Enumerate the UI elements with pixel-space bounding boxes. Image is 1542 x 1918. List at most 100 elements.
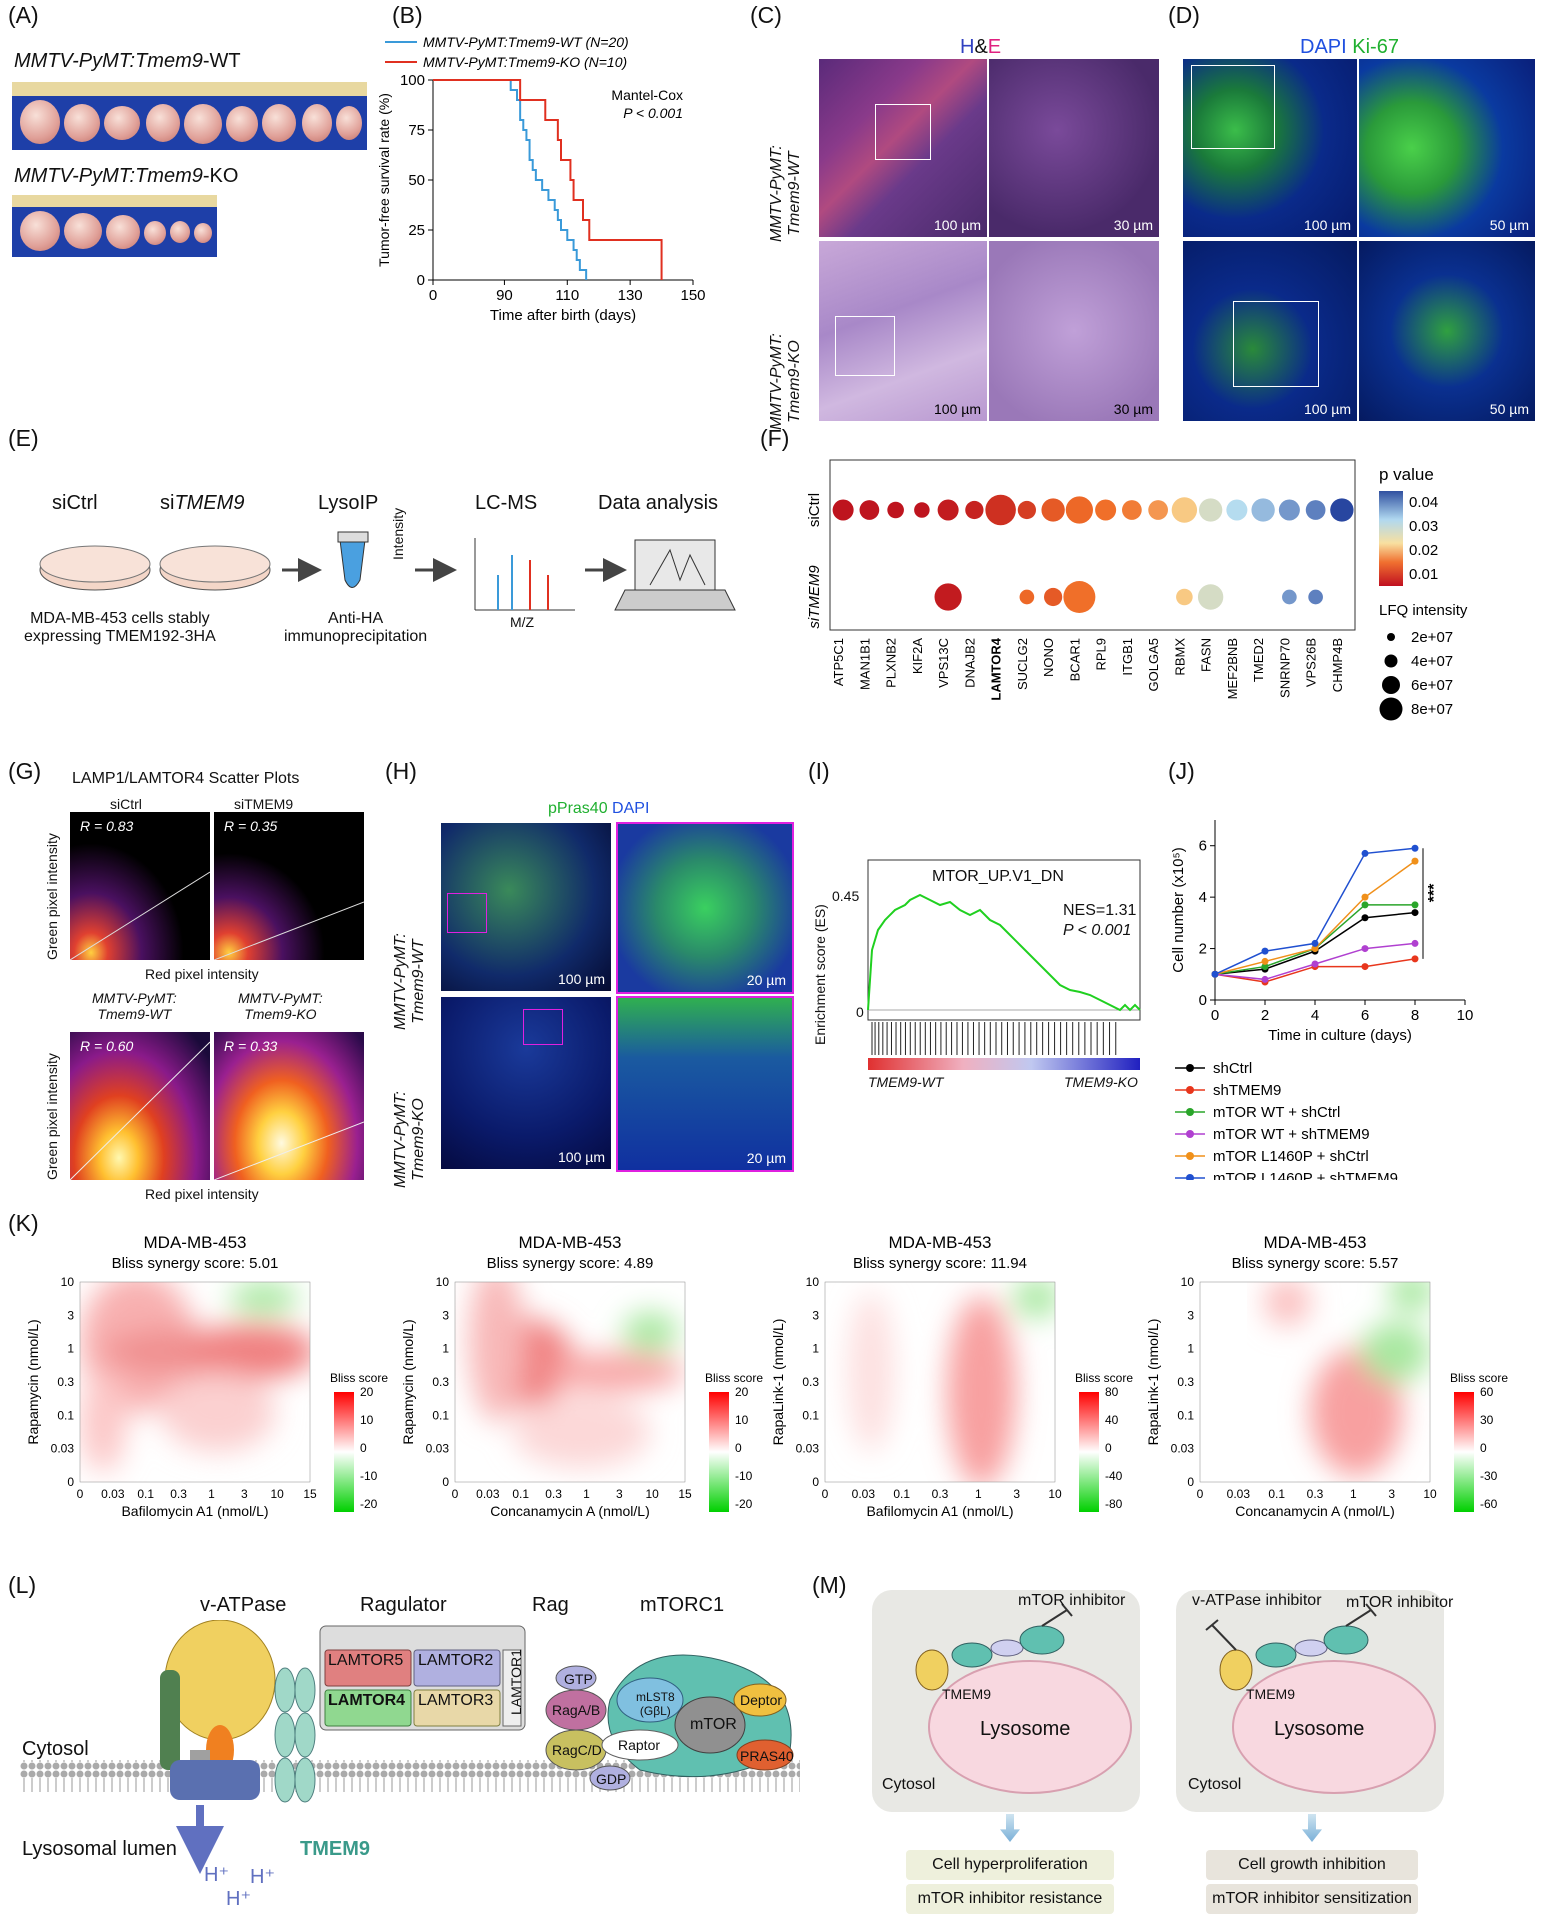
legend-color-title: p value xyxy=(1379,465,1434,484)
l-mtorc1: mTORC1 xyxy=(640,1594,725,1616)
x-axis-label: Time in culture (days) xyxy=(1268,1027,1412,1044)
legend-color-tick: 0.01 xyxy=(1409,566,1438,583)
y-tick-label: 0 xyxy=(442,1475,449,1489)
y-tick-label: 6 xyxy=(1199,838,1207,855)
x-tick-label: 130 xyxy=(618,287,643,304)
scale-bar: 50 µm xyxy=(1489,401,1529,417)
x-tick-label: 0 xyxy=(429,287,437,304)
gene-label: ATP5C1 xyxy=(831,638,846,686)
heat-region xyxy=(848,1292,894,1452)
panel-label-m: (M) xyxy=(812,1572,847,1598)
panel-label-e: (E) xyxy=(8,425,39,451)
bliss-heatmap-4: MDA-MB-453 Bliss synergy score: 5.57 0 0.03… xyxy=(1145,1233,1508,1519)
l-vatpase: v-ATPase xyxy=(200,1594,287,1616)
bliss-heatmap-1: MDA-MB-453 Bliss synergy score: 5.01 0 0.03… xyxy=(25,1233,388,1519)
scale-bar: 100 µm xyxy=(934,401,981,417)
e-cells: MDA-MB-453 cells stably expressing TMEM19… xyxy=(24,610,216,645)
x-tick-label: 10 xyxy=(1457,1007,1474,1024)
legend-tick: 0 xyxy=(1480,1441,1487,1455)
y-tick-label: 50 xyxy=(408,172,425,189)
legend-size-tick: 6e+07 xyxy=(1411,677,1453,694)
x-tick-label: 110 xyxy=(555,287,579,304)
heat-region-neg xyxy=(229,1282,299,1314)
heat-region-neg xyxy=(622,1312,679,1352)
heat-region xyxy=(1310,1348,1403,1476)
growth-point xyxy=(1311,939,1319,947)
d-title: DAPI Ki-67 xyxy=(1300,36,1399,58)
annotation-test: Mantel-Cox xyxy=(611,87,683,103)
x-tick-label: 1 xyxy=(975,1487,982,1501)
h-row2-label: MMTV-PyMT: Tmem9-KO xyxy=(392,1091,427,1188)
he-ko-overview: 100 µm xyxy=(818,240,988,422)
legend-label: mTOR WT + shTMEM9 xyxy=(1213,1126,1370,1143)
x-tick-label: 0.1 xyxy=(1268,1487,1285,1501)
legend-color-tick: 0.02 xyxy=(1409,542,1438,559)
e-data-analysis: Data analysis xyxy=(598,492,719,514)
gene-label: DNAJB2 xyxy=(962,638,977,688)
gene-label: ITGB1 xyxy=(1120,638,1135,676)
legend-tick: 20 xyxy=(735,1385,749,1399)
heatmap-frame xyxy=(1199,1281,1431,1483)
legend-tick: 40 xyxy=(1105,1413,1119,1427)
i-gene-set: MTOR_UP.V1_DN xyxy=(932,868,1064,885)
y-tick-label: 0 xyxy=(67,1475,74,1489)
panel-label-k: (K) xyxy=(8,1210,39,1236)
y-tick-label: 0.03 xyxy=(426,1442,450,1456)
y-tick-label: 0 xyxy=(1199,992,1207,1009)
dot-sictrl xyxy=(1148,500,1168,520)
panel-label-d: (D) xyxy=(1168,2,1200,28)
he-ko-zoom: 30 µm xyxy=(988,240,1160,422)
y-tick-label: 0.03 xyxy=(796,1442,820,1456)
gsea-chart xyxy=(867,859,1141,1070)
gene-label: KIF2A xyxy=(910,638,925,674)
g-xlabel-1: Red pixel intensity xyxy=(145,966,259,982)
x-tick-label: 10 xyxy=(1423,1487,1437,1501)
g-scatter-3: R = 0.60 xyxy=(70,1032,210,1180)
dot-sictrl xyxy=(1198,498,1223,522)
growth-point xyxy=(1411,901,1419,909)
g-wt-label: MMTV-PyMT: Tmem9-WT xyxy=(92,990,177,1022)
m-right-cell xyxy=(1176,1590,1444,1812)
m-right-vatp-inh: v-ATPase inhibitor xyxy=(1192,1592,1322,1609)
growth-point xyxy=(1211,970,1219,978)
legend-size-dot xyxy=(1384,654,1398,668)
legend-title: Bliss score xyxy=(330,1371,388,1385)
x-tick-label: 0.03 xyxy=(852,1487,876,1501)
dot-sictrl xyxy=(859,500,880,520)
m-right-arrow xyxy=(1302,1814,1322,1842)
legend-label: shTMEM9 xyxy=(1213,1082,1281,1099)
legend-size-tick: 2e+07 xyxy=(1411,629,1453,646)
scale-bar: 100 µm xyxy=(558,971,605,987)
y-tick-label: 2 xyxy=(1199,941,1207,958)
x-tick-label: 150 xyxy=(680,287,705,304)
dot-sictrl xyxy=(914,502,930,518)
e-antiha: Anti-HA immunoprecipitation xyxy=(284,610,428,645)
growth-chart: 0 2 4 6 0 2 4 6 8 10 Time in culture (days) Cell nu… xyxy=(1170,820,1474,1180)
x-axis-label: Bafilomycin A1 (nmol/L) xyxy=(866,1503,1013,1519)
legend-tick: 10 xyxy=(360,1413,374,1427)
he-title: H&E xyxy=(960,36,1002,58)
x-tick-label: 0 xyxy=(1211,1007,1219,1024)
x-tick-label: 0.1 xyxy=(512,1487,529,1501)
dot-sictrl xyxy=(1305,500,1326,520)
heatmap-frame xyxy=(79,1281,311,1483)
y-tick-label: 1 xyxy=(812,1342,819,1356)
dot-sictrl xyxy=(832,499,854,521)
legend-label: shCtrl xyxy=(1213,1060,1252,1077)
x-axis-label: Time after birth (days) xyxy=(490,307,636,324)
dot-sitmem9 xyxy=(1282,589,1297,605)
survival-line-1 xyxy=(433,79,663,280)
c-row1-label: MMTV-PyMT: Tmem9-WT xyxy=(768,145,803,242)
ki67-wt-zoom: 50 µm xyxy=(1358,58,1536,238)
legend-marker xyxy=(1186,1130,1194,1138)
i-ko: TMEM9-KO xyxy=(1064,1074,1138,1090)
g-ylabel-1: Green pixel intensity xyxy=(44,833,60,960)
y-tick-label: 0.03 xyxy=(1171,1442,1195,1456)
legend-tick: -20 xyxy=(360,1497,378,1511)
legend-tick: 0 xyxy=(360,1441,367,1455)
growth-point xyxy=(1261,963,1269,971)
growth-point xyxy=(1361,893,1369,901)
gene-label: LAMTOR4 xyxy=(989,637,1004,700)
wt-tumor-photo xyxy=(12,82,367,150)
g-r-value: R = 0.33 xyxy=(224,1038,278,1054)
